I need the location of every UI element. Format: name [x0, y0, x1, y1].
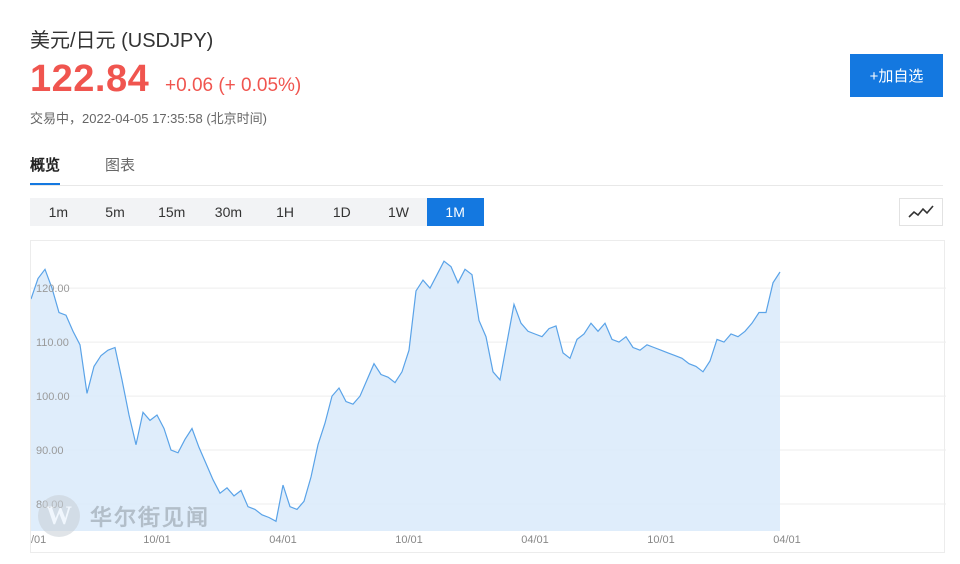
range-1h-button[interactable]: 1H — [276, 204, 295, 220]
y-tick-label: 120.00 — [36, 283, 70, 295]
watermark-text: 华尔街见闻 — [90, 505, 211, 531]
trading-status: 交易中，2022-04-05 17:35:58 (北京时间) — [30, 111, 267, 126]
price-series-line — [31, 260, 781, 523]
time-range-selector: 1m 5m 15m 30m 1H 1D 1W 1M — [30, 198, 484, 226]
range-1d-button[interactable]: 1D — [332, 204, 351, 220]
line-chart-icon — [908, 205, 934, 218]
range-15m-button[interactable]: 15m — [158, 204, 186, 220]
chart-type-toggle[interactable] — [899, 198, 943, 226]
watermark: W 华尔街见闻 — [38, 495, 210, 537]
x-tick-label: /01 — [31, 534, 46, 546]
range-1mo-button[interactable]: 1M — [426, 198, 484, 226]
watermark-logo-icon: W — [38, 495, 80, 537]
x-tick-label: 10/01 — [143, 534, 171, 546]
range-1m-button[interactable]: 1m — [48, 204, 69, 220]
range-1w-button[interactable]: 1W — [387, 204, 409, 220]
x-tick-label: 04/01 — [269, 534, 297, 546]
x-tick-label: 04/01 — [773, 534, 801, 546]
tab-bar: 概览 图表 — [30, 152, 943, 186]
current-price: 122.84 — [30, 58, 150, 100]
y-tick-label: 100.00 — [36, 391, 70, 403]
range-30m-button[interactable]: 30m — [214, 204, 243, 220]
range-5m-button[interactable]: 5m — [105, 204, 125, 220]
tab-chart[interactable]: 图表 — [105, 157, 136, 174]
x-tick-label: 04/01 — [521, 534, 549, 546]
y-tick-label: 110.00 — [36, 337, 69, 349]
page-title: 美元/日元 (USDJPY) — [30, 30, 214, 52]
x-tick-label: 10/01 — [647, 534, 675, 546]
x-tick-label: 10/01 — [395, 534, 423, 546]
y-tick-label: 90.00 — [36, 445, 64, 457]
add-to-watchlist-button[interactable]: +加自选 — [850, 54, 943, 97]
price-change: +0.06 (+ 0.05%) — [165, 75, 302, 96]
tab-overview[interactable]: 概览 — [30, 154, 61, 185]
price-area-fill — [31, 261, 780, 531]
